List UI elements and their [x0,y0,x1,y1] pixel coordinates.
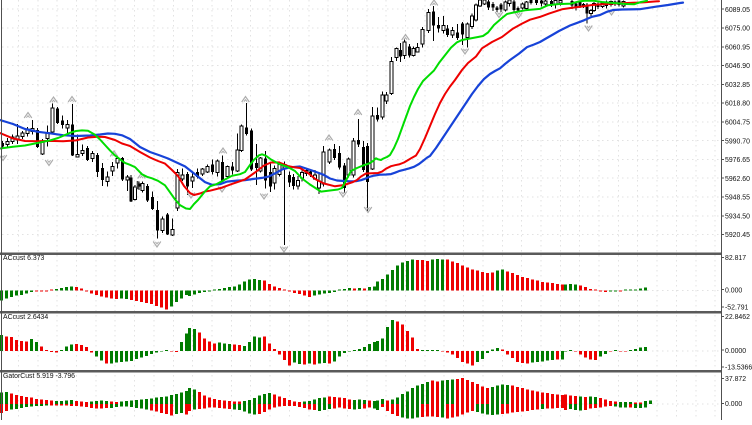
svg-text:37.872: 37.872 [725,376,746,383]
svg-text:-52.791: -52.791 [725,304,749,311]
svg-text:5948.55: 5948.55 [725,195,750,202]
svg-text:0.0000: 0.0000 [725,348,746,355]
svg-text:6046.90: 6046.90 [725,63,750,70]
svg-text:5920.45: 5920.45 [725,232,750,239]
svg-text:0.000: 0.000 [725,401,742,408]
svg-text:22.8462: 22.8462 [725,314,750,321]
svg-text:5976.65: 5976.65 [725,157,750,164]
svg-text:ACcust 2.6434: ACcust 2.6434 [3,314,48,321]
svg-text:82.817: 82.817 [725,255,746,262]
svg-text:-13.5366: -13.5366 [725,364,752,371]
svg-text:6018.80: 6018.80 [725,101,750,108]
svg-text:6075.00: 6075.00 [725,26,750,33]
svg-text:0.000: 0.000 [725,287,742,294]
svg-text:GatorCust 5.919 -3.796: GatorCust 5.919 -3.796 [3,373,75,380]
svg-text:5934.50: 5934.50 [725,213,750,220]
svg-text:5990.70: 5990.70 [725,138,750,145]
svg-text:6060.95: 6060.95 [725,44,750,51]
svg-text:6089.05: 6089.05 [725,7,750,14]
svg-text:ACcust 6.373: ACcust 6.373 [3,255,45,262]
svg-text:5962.60: 5962.60 [725,176,750,183]
svg-text:6032.85: 6032.85 [725,82,750,89]
svg-text:6004.75: 6004.75 [725,120,750,127]
